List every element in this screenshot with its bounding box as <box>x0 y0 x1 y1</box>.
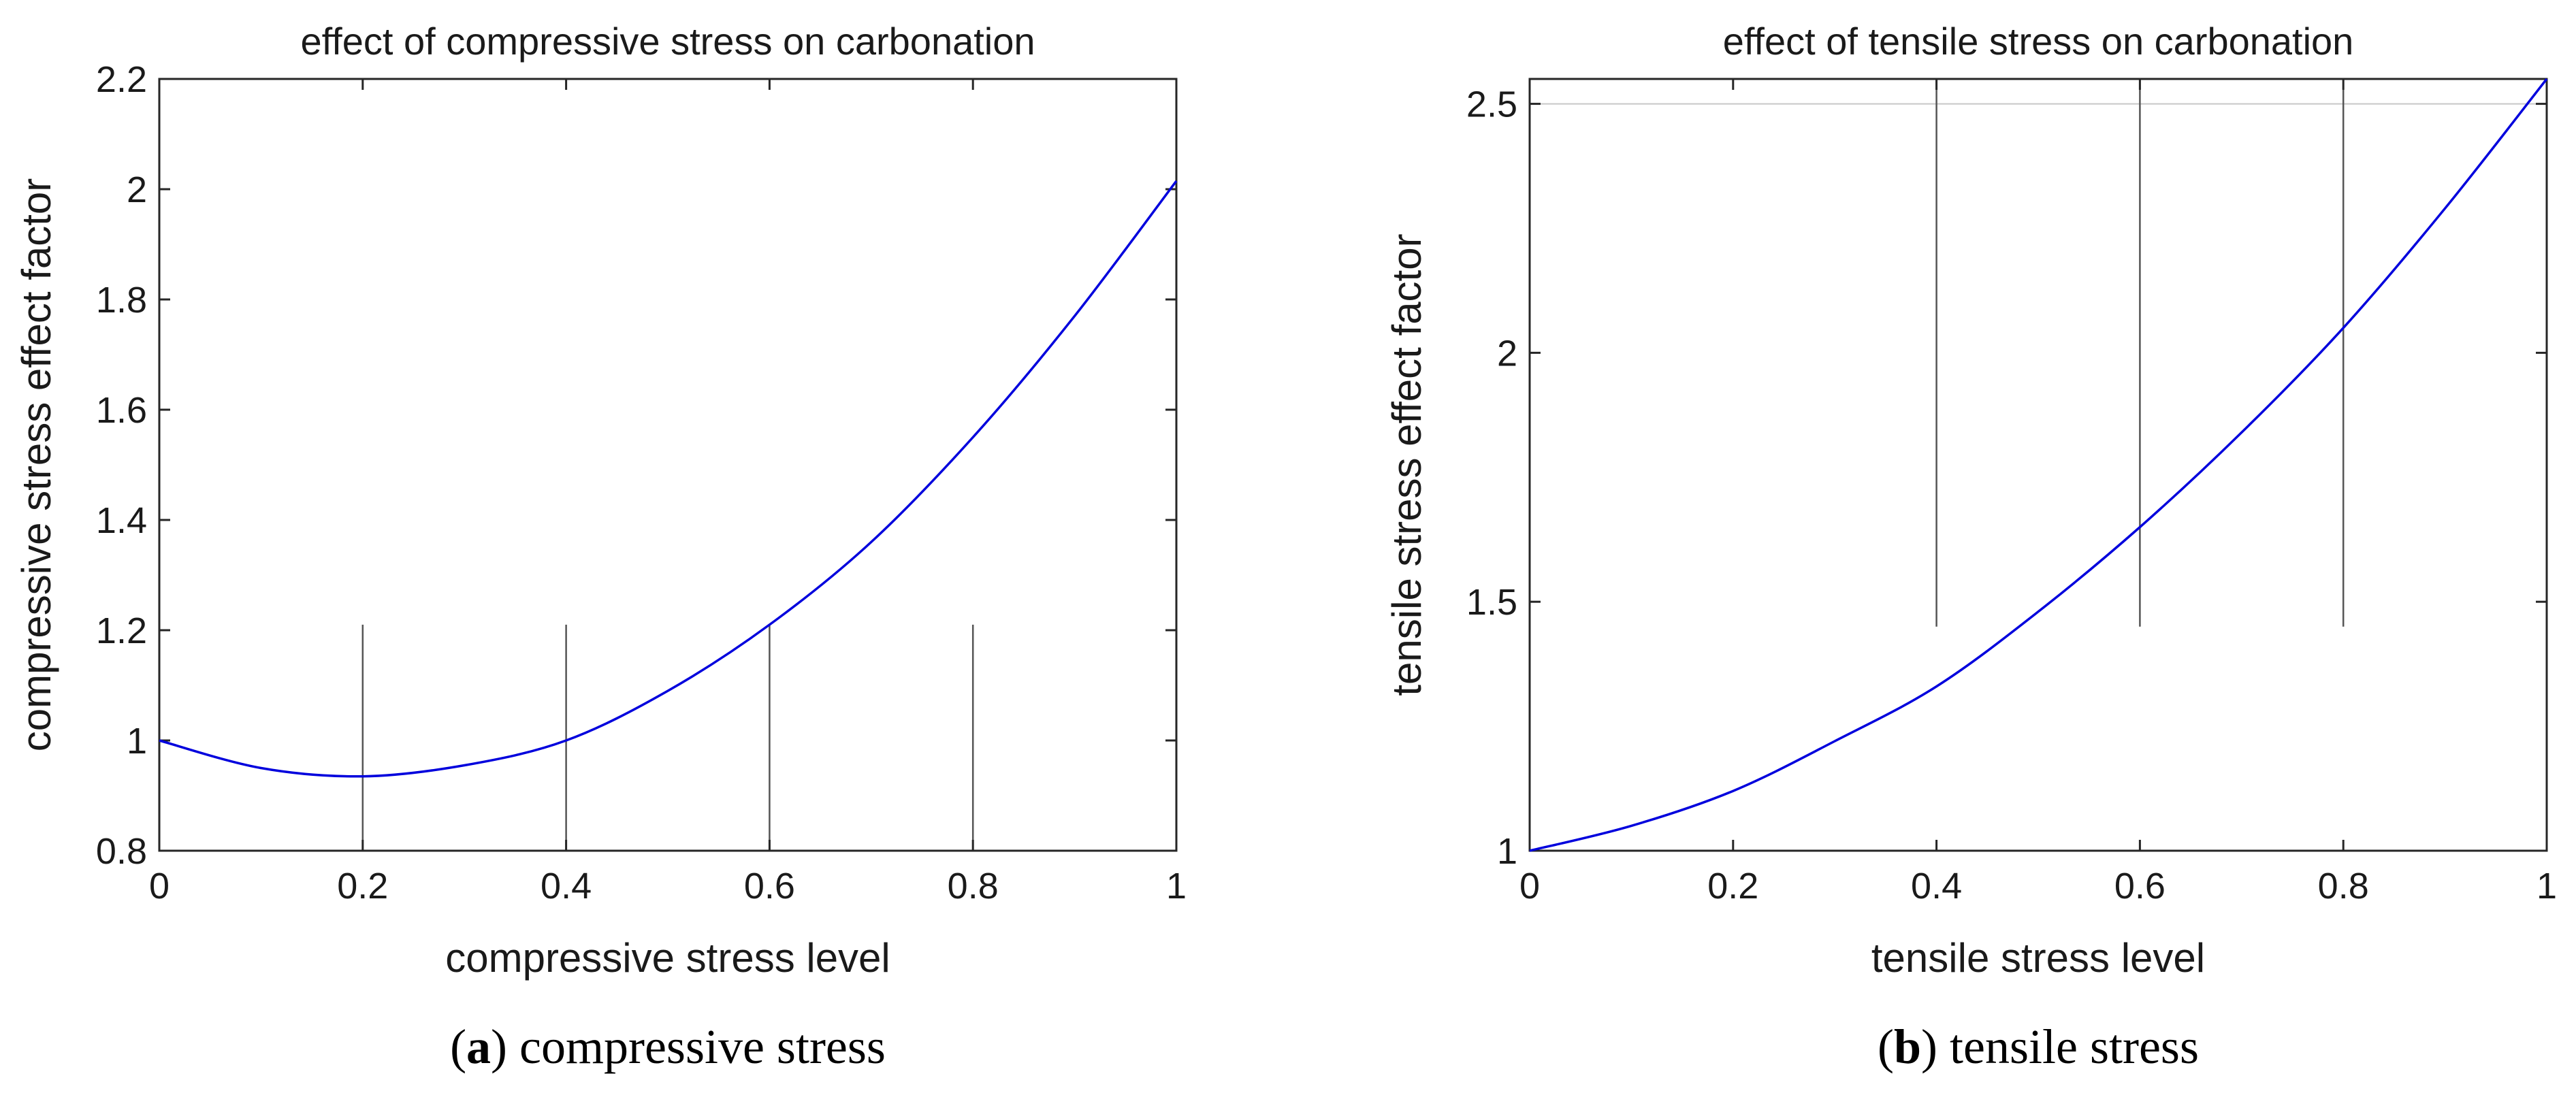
x-tick-label: 1 <box>1166 866 1187 907</box>
y-tick-label: 0.8 <box>96 831 147 872</box>
y-tick-label: 2 <box>1497 333 1517 374</box>
y-axis-label: tensile stress effect factor <box>1384 233 1430 696</box>
caption-letter: a <box>466 1019 491 1074</box>
y-tick-label: 1.6 <box>96 390 147 431</box>
chart-panel-a: effect of compressive stress on carbonat… <box>14 20 1187 1074</box>
caption-text: tensile stress <box>1950 1019 2199 1074</box>
x-tick-label: 0.4 <box>541 866 592 907</box>
y-tick-label: 1.8 <box>96 280 147 321</box>
data-curve <box>1529 78 2548 852</box>
data-curve <box>159 180 1178 778</box>
plot-area-frame <box>1528 78 2548 852</box>
chart-panel-b: effect of tensile stress on carbonation 0… <box>1384 20 2557 1074</box>
x-tick-label: 1 <box>2537 866 2557 907</box>
y-tick-label: 1.5 <box>1466 582 1517 623</box>
x-tick-label: 0.2 <box>337 866 388 907</box>
x-tick-label: 0.8 <box>948 866 999 907</box>
x-tick-label: 0.8 <box>2318 866 2369 907</box>
x-tick-label: 0.2 <box>1707 866 1758 907</box>
plot-area-frame <box>158 78 1178 852</box>
y-tick-label: 1 <box>127 721 147 762</box>
y-axis-label: compressive stress effect factor <box>14 178 59 752</box>
x-tick-label: 0 <box>149 866 170 907</box>
chart-title: effect of tensile stress on carbonation <box>1723 20 2354 63</box>
subfigure-caption: (b) tensile stress <box>1878 1019 2199 1074</box>
x-tick-label: 0 <box>1519 866 1540 907</box>
y-tick-label: 1.4 <box>96 500 147 541</box>
caption-text: compressive stress <box>519 1019 886 1074</box>
y-tick-label: 2 <box>127 169 147 210</box>
y-tick-label: 2.2 <box>96 59 147 100</box>
x-axis-label: compressive stress level <box>445 935 890 981</box>
chart-title: effect of compressive stress on carbonat… <box>300 20 1035 63</box>
subfigure-caption: (a) compressive stress <box>450 1019 886 1074</box>
x-tick-label: 0.6 <box>2114 866 2166 907</box>
x-tick-label: 0.4 <box>1911 866 1962 907</box>
y-tick-label: 1.2 <box>96 610 147 651</box>
x-tick-label: 0.6 <box>744 866 795 907</box>
x-axis-label: tensile stress level <box>1871 935 2205 981</box>
caption-letter: b <box>1894 1019 1921 1074</box>
y-tick-label: 1 <box>1497 831 1517 872</box>
y-tick-label: 2.5 <box>1466 84 1517 125</box>
